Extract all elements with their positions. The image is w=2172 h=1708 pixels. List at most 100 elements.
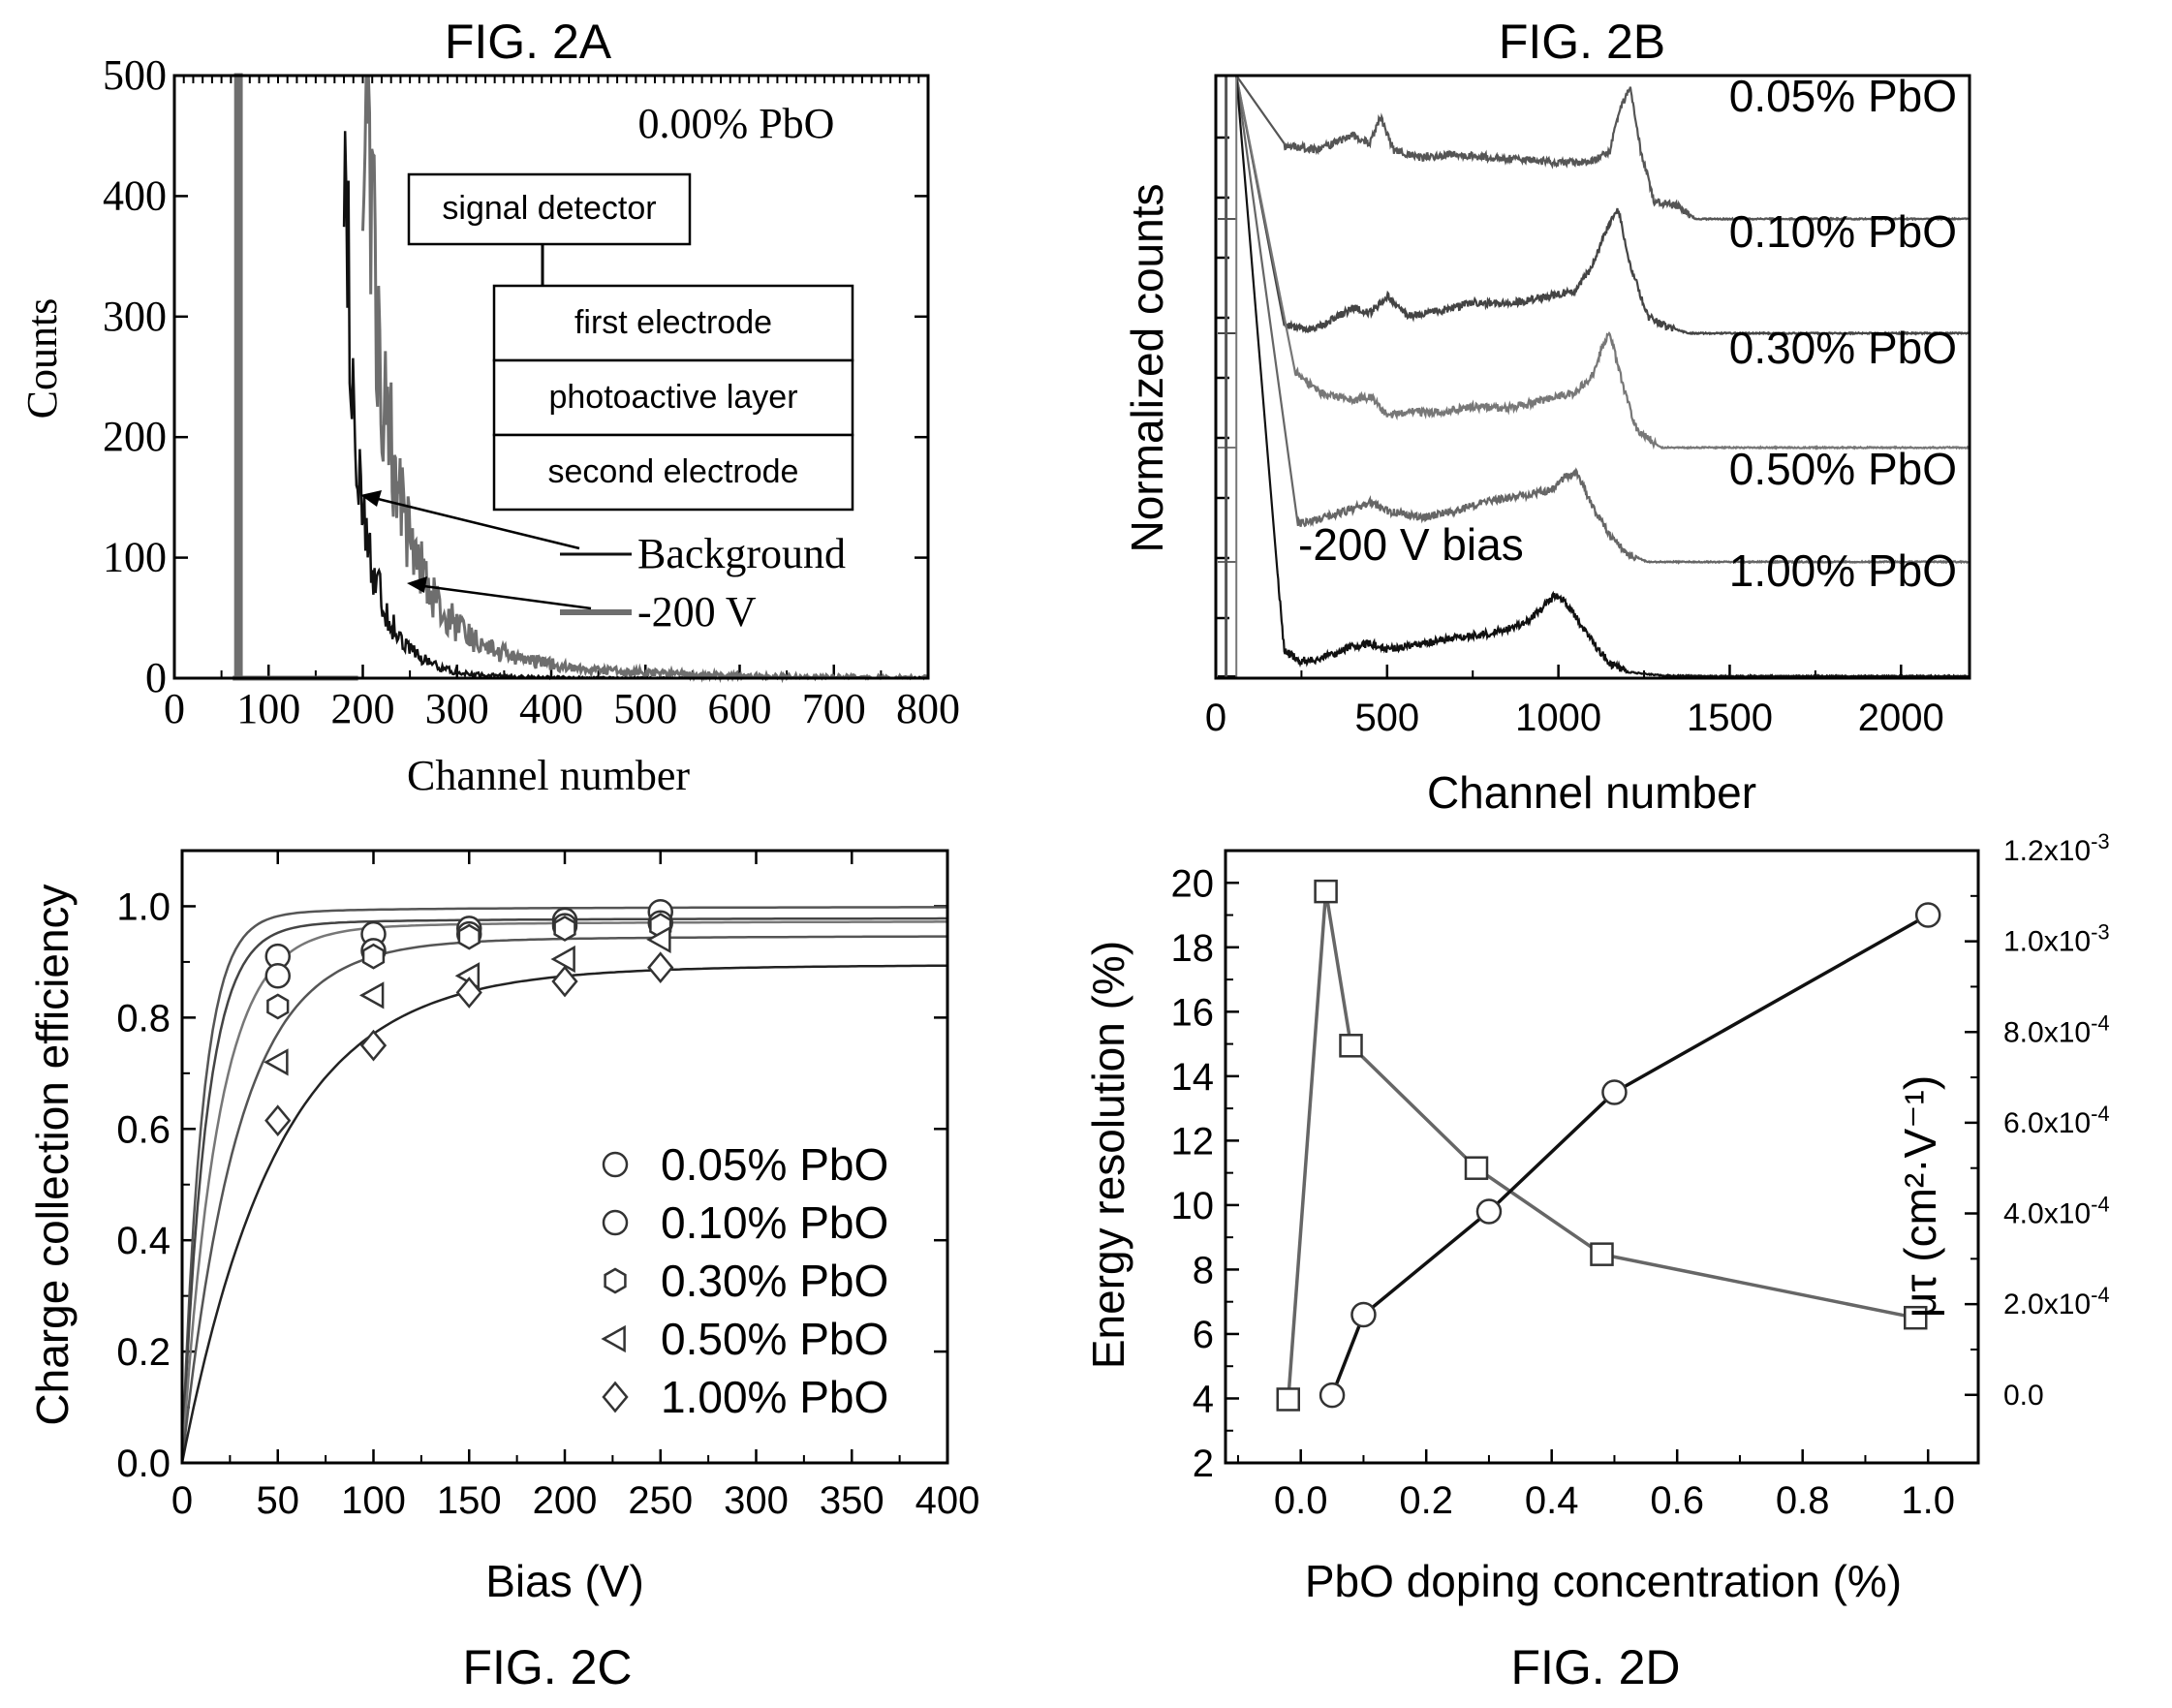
fig2c-xtick-label: 250 [628, 1479, 693, 1522]
fig2a-ytick-label: 100 [103, 534, 167, 581]
fig2c-ylabel: Charge collection efficiency [27, 884, 78, 1425]
fig2d-panel: 0.0 0.2 0.4 0.6 0.8 1.0 2 4 6 8 10 12 14 16 18 20 0.0 2.0… [1083, 829, 2110, 1694]
fig2d-mutau-point [1276, 1387, 1300, 1412]
fig2d-y2tick-exponent: -4 [2091, 1102, 2110, 1126]
fig2d-ytick-label: 4 [1193, 1378, 1214, 1420]
fig2a-xtick-label: 800 [896, 685, 960, 732]
fig2d-mutau-point [1339, 1034, 1363, 1058]
fig2b-series-spectrum [1235, 75, 1970, 222]
fig2d-y2tick-label: 2.0x10-4 [2003, 1283, 2110, 1320]
fig2c-data-point [361, 943, 386, 970]
fig2a-xtick-label: 0 [164, 685, 185, 732]
fig2c-data-point [455, 977, 482, 1009]
fig2b-xtick-label: 1500 [1687, 697, 1773, 739]
fig2c-xtick-label: 300 [724, 1479, 789, 1522]
fig2b-series-spectrum [1235, 75, 1970, 679]
fig2d-ytick-label: 16 [1171, 991, 1215, 1034]
fig2d-xtick-label: 0.8 [1776, 1479, 1830, 1522]
fig2c-data-point [264, 1104, 292, 1137]
fig2d-ytick-label: 2 [1193, 1443, 1214, 1485]
fig2d-ytick-label: 18 [1171, 927, 1215, 970]
fig2c-legend: 0.05% PbO 0.10% PbO 0.30% PbO 0.50% PbO 1.00… [601, 1139, 888, 1422]
inset-photoactive-layer-box [492, 358, 854, 437]
fig2c-legend-label: 0.30% PbO [661, 1256, 888, 1306]
fig2a-annotation: 0.00% PbO [638, 100, 835, 147]
fig2d-energy-point [1475, 1198, 1503, 1225]
arrow-200v [416, 583, 592, 610]
fig2c-ytick-label: 0.6 [116, 1108, 171, 1151]
fig2c-legend-label: 0.10% PbO [661, 1197, 888, 1248]
fig2a-xtick-label: 700 [802, 685, 866, 732]
fig2b-xtick-label: 500 [1354, 697, 1419, 739]
arrow-background [369, 495, 580, 550]
fig2a-ytick-label: 0 [145, 654, 167, 701]
fig2d-mutau-point [1464, 1156, 1489, 1180]
fig2d-y2tick-label: 1.0x10-3 [2003, 920, 2110, 958]
fig2d-ytick-label: 6 [1193, 1314, 1214, 1356]
legend-label-200v: -200 V [637, 588, 757, 636]
fig2c-plot: 0 50 100 150 200 250 300 350 400 0.0 0.2 0.4 0.6 0.8 1… [116, 851, 979, 1522]
fig2b-series-label: 0.10% PbO [1729, 206, 1957, 257]
fig2b-series-spectrum [1235, 75, 1970, 450]
fig2a-ytick-label: 200 [103, 413, 167, 460]
fig2a-xtick-label: 300 [425, 685, 489, 732]
inset-photoactive-layer-label: photoactive layer [548, 379, 797, 416]
fig2b-panel: FIG. 2B 0 500 1000 1500 2000 0.05% PbO 0.10% P… [1122, 15, 1971, 818]
fig2b-xtick-label: 1000 [1515, 697, 1601, 739]
fig2d-xlabel: PbO doping concentration (%) [1305, 1556, 1902, 1606]
fig2d-y2tick-label: 4.0x10-4 [2003, 1193, 2110, 1230]
fig2d-title: FIG. 2D [1510, 1640, 1680, 1694]
fig2c-xtick-label: 350 [820, 1479, 884, 1522]
fig2a-ytick-label: 300 [103, 293, 167, 340]
fig2a-frame [172, 74, 930, 680]
fig2c-legend-marker [601, 1324, 626, 1353]
inset-second-electrode-label: second electrode [548, 453, 799, 490]
fig2c-data-point [359, 1029, 388, 1062]
fig2b-series-spectrum [1235, 75, 1970, 565]
fig2c-ytick-label: 0.2 [116, 1331, 171, 1374]
fig2d-plot: 0.0 0.2 0.4 0.6 0.8 1.0 2 4 6 8 10 12 14 16 18 20 0.0 2.0… [1171, 829, 2110, 1522]
fig2b-title: FIG. 2B [1499, 15, 1665, 69]
fig2d-ytick-label: 14 [1171, 1056, 1215, 1099]
fig2d-xtick-label: 0.4 [1525, 1479, 1579, 1522]
fig2c-data-point [647, 951, 674, 984]
fig2d-ytick-label: 8 [1193, 1249, 1214, 1291]
fig2d-y2tick-exponent: -3 [2091, 920, 2110, 945]
fig2c-data-point [551, 965, 578, 998]
fig2d-y2tick-exponent: -4 [2091, 1283, 2110, 1307]
fig2d-energy-resolution-line [1330, 913, 1930, 1396]
fig2d-xtick-label: 0.6 [1650, 1479, 1704, 1522]
fig2d-energy-point [1350, 1301, 1377, 1328]
fig2d-y2tick-label: 6.0x10-4 [2003, 1102, 2110, 1139]
fig2d-y2tick-label: 8.0x10-4 [2003, 1010, 2110, 1048]
fig2c-xlabel: Bias (V) [485, 1556, 644, 1606]
fig2b-frame [1214, 74, 1971, 680]
fig2d-mutau-line [1287, 890, 1916, 1400]
fig2c-xtick-label: 200 [533, 1479, 598, 1522]
fig2a-inset-diagram: signal detector first electrode photoact… [407, 172, 854, 512]
inset-signal-detector-box [407, 172, 692, 246]
fig2c-legend-marker [604, 1267, 627, 1294]
fig2a-xtick-label: 500 [613, 685, 677, 732]
fig2b-series-spectrum [1235, 75, 1970, 336]
arrow-background-head [360, 490, 382, 507]
inset-signal-detector-label: signal detector [442, 190, 656, 227]
fig2b-xlabel: Channel number [1427, 767, 1756, 818]
fig2a-xtick-label: 100 [236, 685, 300, 732]
fig2c-frame [180, 849, 949, 1465]
fig2a-legend: Background -200 V [360, 490, 846, 636]
fig2d-y2label: μτ (cm²·V⁻¹) [1895, 1075, 1945, 1318]
fig2d-mutau-point [1904, 1305, 1928, 1330]
fig2d-xtick-label: 0.0 [1274, 1479, 1328, 1522]
fig2c-ytick-label: 0.4 [116, 1220, 171, 1262]
inset-second-electrode-box [492, 433, 854, 512]
fig2d-energy-point [1914, 902, 1941, 928]
fig2b-series-label: 0.30% PbO [1729, 323, 1957, 373]
fig2c-legend-marker [602, 1151, 629, 1178]
fig2a-series-200v-spectrum [361, 75, 929, 684]
fig2d-energy-point [1601, 1079, 1628, 1105]
fig2a-title: FIG. 2A [445, 15, 612, 69]
fig2a-series-200v-line [233, 73, 358, 681]
fig2b-series-label: 1.00% PbO [1729, 545, 1957, 596]
